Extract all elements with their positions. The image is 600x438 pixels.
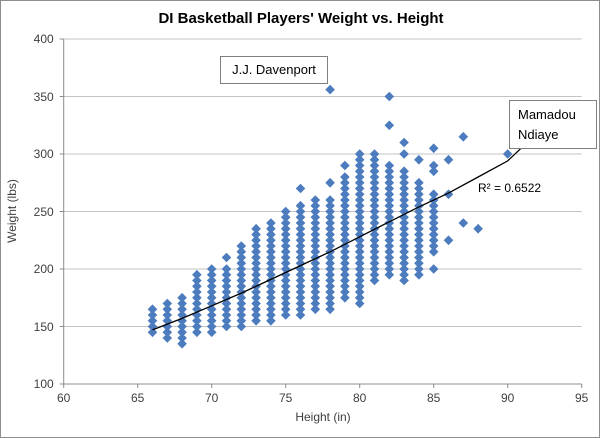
x-tick-label: 65 <box>131 391 145 405</box>
y-axis-title: Weight (lbs) <box>5 179 19 243</box>
r-squared-label: R² = 0.6522 <box>478 181 542 195</box>
trendline <box>152 147 522 331</box>
y-tick-label: 350 <box>33 89 54 104</box>
x-tick-label: 70 <box>205 391 219 405</box>
x-tick-label: 60 <box>57 391 71 405</box>
y-tick-label: 250 <box>33 204 54 219</box>
x-tick-label: 75 <box>279 391 293 405</box>
y-tick-label: 400 <box>33 32 54 46</box>
annotation-mamadou-line2: Ndiaye <box>518 127 559 142</box>
scatter-points <box>147 84 513 349</box>
x-tick-label: 85 <box>427 391 441 405</box>
x-tick-label: 90 <box>501 391 515 405</box>
y-tick-label: 150 <box>33 319 54 334</box>
chart-title: DI Basketball Players' Weight vs. Height <box>158 10 444 27</box>
annotation-mamadou-ndiaye: Mamadou Ndiaye <box>509 100 597 149</box>
annotation-jj-davenport-text: J.J. Davenport <box>232 62 316 77</box>
y-tick-label: 200 <box>33 262 54 276</box>
x-tick-label: 80 <box>353 391 367 405</box>
annotation-mamadou-line1: Mamadou <box>518 107 576 122</box>
x-axis-title: Height (in) <box>295 410 351 424</box>
y-tick-label: 300 <box>33 147 54 161</box>
x-tick-label: 95 <box>575 391 589 405</box>
y-tick-label: 100 <box>33 377 54 391</box>
annotation-jj-davenport: J.J. Davenport <box>220 56 328 84</box>
